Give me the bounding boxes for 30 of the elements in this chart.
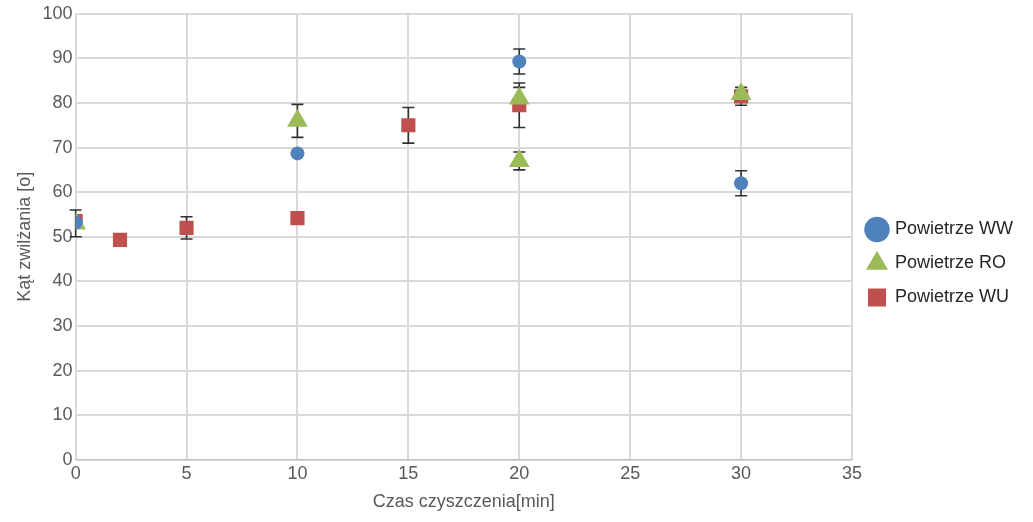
point xyxy=(179,220,194,235)
point xyxy=(401,118,416,133)
x-tick-label: 35 xyxy=(841,462,862,483)
y-tick-label: 70 xyxy=(52,136,73,157)
y-axis-title: Kąt zwilżania [o] xyxy=(13,171,34,302)
legend-label: Powietrze WW xyxy=(894,218,1014,239)
y-tick-label: 80 xyxy=(52,91,73,112)
point xyxy=(290,211,305,226)
legend-label: Powietrze RO xyxy=(894,252,1007,273)
point xyxy=(290,146,305,161)
legend-label: Powietrze WU xyxy=(894,286,1010,307)
y-tick-label: 30 xyxy=(52,314,73,335)
x-axis-title: Czas czyszczenia[min] xyxy=(372,491,555,512)
y-tick-label: 20 xyxy=(52,359,73,380)
y-tick-label: 50 xyxy=(52,225,73,246)
y-tick-label: 100 xyxy=(42,2,73,23)
x-tick-label: 10 xyxy=(287,462,308,483)
y-tick-label: 60 xyxy=(52,181,73,202)
x-tick-label: 15 xyxy=(398,462,419,483)
point xyxy=(734,176,749,191)
x-tick-label: 20 xyxy=(509,462,530,483)
x-tick-label: 5 xyxy=(181,462,192,483)
y-tick-label: 0 xyxy=(62,448,73,469)
point xyxy=(512,54,527,69)
y-tick-label: 10 xyxy=(52,404,73,425)
x-tick-label: 30 xyxy=(731,462,752,483)
point xyxy=(112,232,128,247)
y-tick-label: 40 xyxy=(52,270,73,291)
y-tick-label: 90 xyxy=(52,47,73,68)
x-tick-label: 25 xyxy=(620,462,641,483)
